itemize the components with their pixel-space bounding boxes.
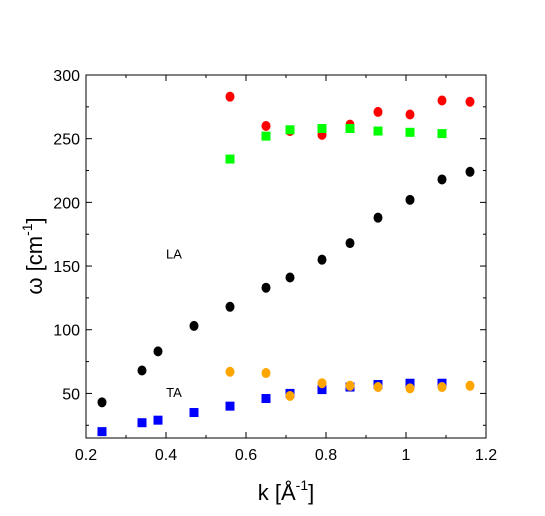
data-point-circle [153, 346, 163, 357]
data-point-circle [137, 365, 147, 376]
data-point-circle [405, 383, 415, 394]
x-tick-label: 1.2 [475, 447, 497, 464]
y-tick-label: 200 [53, 195, 80, 212]
data-point-circle [437, 382, 447, 393]
y-tick-label: 250 [53, 132, 80, 149]
data-point-square [261, 131, 271, 141]
data-point-circle [285, 272, 295, 283]
data-point-square [373, 126, 383, 136]
data-point-square [189, 408, 199, 418]
y-tick-label: 300 [53, 68, 80, 85]
data-point-circle [405, 109, 415, 120]
axis-ticks: 0.2 0.4 0.6 0.8 1 1.2 50 100 150 200 250 300 [53, 68, 497, 464]
data-point-square [405, 127, 415, 137]
data-point-circle [437, 174, 447, 185]
data-point-square [405, 378, 415, 388]
x-tick-label: 0.4 [155, 447, 177, 464]
data-point-circle [465, 96, 475, 107]
x-tick-label: 0.6 [235, 447, 257, 464]
data-point-circle [405, 194, 415, 205]
x-tick-label: 1 [402, 447, 411, 464]
x-tick-label: 0.2 [75, 447, 97, 464]
annotation-label: LA [166, 246, 182, 261]
data-point-circle [317, 254, 327, 265]
x-axis-title: k [Å-1] [258, 477, 314, 505]
data-point-square [345, 123, 355, 133]
data-point-circle [437, 95, 447, 106]
data-point-circle [317, 378, 327, 389]
data-point-square [97, 427, 107, 437]
y-axis-title: ω [cm-1] [19, 217, 47, 294]
data-point-square [285, 125, 295, 135]
data-point-circle [285, 390, 295, 401]
data-point-circle [261, 120, 271, 131]
data-point-circle [261, 368, 271, 379]
data-point-circle [225, 91, 235, 102]
data-point-square [317, 385, 327, 395]
data-point-square [137, 418, 147, 428]
data-point-square [225, 401, 235, 411]
data-point-circle [225, 301, 235, 312]
y-tick-label: 100 [53, 323, 80, 340]
data-point-circle [345, 238, 355, 249]
data-point-circle [97, 397, 107, 408]
data-point-circle [189, 320, 199, 331]
data-point-circle [465, 166, 475, 177]
data-point-circle [373, 212, 383, 223]
data-point-square [317, 123, 327, 133]
data-point-circle [373, 106, 383, 117]
data-points [97, 91, 475, 437]
data-point-square [225, 154, 235, 164]
data-point-circle [261, 282, 271, 293]
data-point-square [437, 129, 447, 139]
x-tick-label: 0.8 [315, 447, 337, 464]
annotation-label: TA [166, 385, 182, 400]
y-tick-label: 150 [53, 259, 80, 276]
data-point-circle [465, 380, 475, 391]
annotations: LA TA [166, 246, 182, 400]
data-point-circle [373, 382, 383, 393]
data-point-square [153, 415, 163, 425]
y-tick-label: 50 [62, 386, 80, 403]
data-point-circle [345, 380, 355, 391]
data-point-circle [225, 366, 235, 377]
data-point-square [261, 394, 271, 404]
